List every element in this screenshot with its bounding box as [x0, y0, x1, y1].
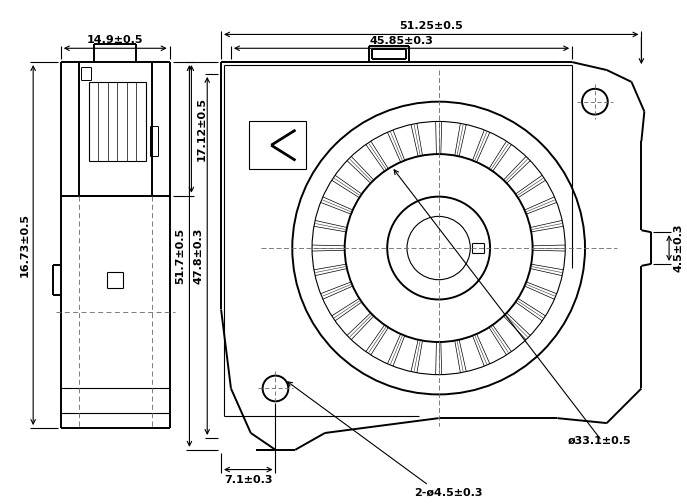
Text: 17.12±0.5: 17.12±0.5	[196, 97, 206, 161]
Text: 2-ø4.5±0.3: 2-ø4.5±0.3	[414, 487, 483, 497]
Text: 14.9±0.5: 14.9±0.5	[87, 35, 144, 45]
Text: 45.85±0.3: 45.85±0.3	[370, 36, 433, 46]
Text: 47.8±0.3: 47.8±0.3	[193, 228, 203, 284]
Text: 51.25±0.5: 51.25±0.5	[399, 22, 463, 31]
Text: 16.73±0.5: 16.73±0.5	[19, 213, 30, 277]
Bar	[249, 121, 306, 169]
Text: 51.7±0.5: 51.7±0.5	[175, 228, 185, 284]
Text: 4.5±0.3: 4.5±0.3	[673, 224, 683, 272]
Text: ø33.1±0.5: ø33.1±0.5	[568, 436, 631, 446]
Text: 7.1±0.3: 7.1±0.3	[224, 475, 273, 484]
